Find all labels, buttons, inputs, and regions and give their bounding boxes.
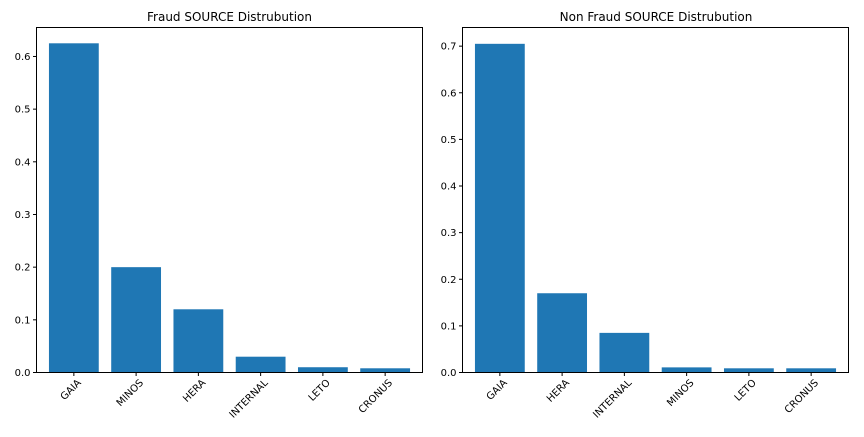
fraud-source-chart: Fraud SOURCE Distrubution 0.00.10.20.30.… xyxy=(15,10,423,421)
x-tick-label: GAIA xyxy=(485,378,510,403)
bar-leto xyxy=(297,367,348,373)
x-tick-label: MINOS xyxy=(115,378,146,409)
y-tick-label: 0.1 xyxy=(441,321,457,332)
y-tick-label: 0.4 xyxy=(441,182,457,193)
bars xyxy=(48,43,411,373)
plot-frame xyxy=(36,27,423,373)
non-fraud-source-chart: Non Fraud SOURCE Distrubution 0.00.10.20… xyxy=(441,10,849,421)
bar-leto xyxy=(723,368,774,373)
x-tick-label: HERA xyxy=(545,378,572,405)
y-tick-label: 0.0 xyxy=(441,368,457,379)
bar-cronus xyxy=(360,368,411,373)
chart-title: Non Fraud SOURCE Distrubution xyxy=(560,10,753,24)
y-tick-label: 0.7 xyxy=(441,42,457,53)
y-tick-label: 0.2 xyxy=(441,275,457,286)
x-tick-label: HERA xyxy=(181,378,208,405)
y-tick-label: 0.6 xyxy=(15,52,31,63)
y-tick-label: 0.1 xyxy=(15,315,31,326)
x-tick-label: MINOS xyxy=(665,378,696,409)
bars xyxy=(474,43,837,373)
y-tick-label: 0.3 xyxy=(441,228,457,239)
x-tick-label: CRONUS xyxy=(783,378,821,416)
x-tick-label: INTERNAL xyxy=(228,377,271,420)
y-tick-label: 0.4 xyxy=(15,157,31,168)
y-tick-label: 0.0 xyxy=(15,368,31,379)
y-tick-label: 0.6 xyxy=(441,88,457,99)
bar-hera xyxy=(173,309,224,373)
y-tick-label: 0.5 xyxy=(15,105,31,116)
x-tick-label: LETO xyxy=(733,378,759,404)
bar-internal xyxy=(235,356,286,373)
bar-minos xyxy=(661,367,712,373)
bar-hera xyxy=(537,293,588,373)
x-tick-label: INTERNAL xyxy=(591,377,634,420)
x-axis: GAIA MINOS HERA INTERNAL LETO CRONUS xyxy=(59,372,395,421)
plot-frame xyxy=(462,27,849,373)
y-tick-label: 0.3 xyxy=(15,210,31,221)
x-tick-label: CRONUS xyxy=(357,378,395,416)
x-tick-label: LETO xyxy=(307,378,333,404)
bar-internal xyxy=(599,332,650,373)
bar-cronus xyxy=(786,368,837,373)
x-tick-label: GAIA xyxy=(59,378,84,403)
y-axis: 0.0 0.1 0.2 0.3 0.4 0.5 0.6 xyxy=(15,52,37,379)
bar-gaia xyxy=(48,43,99,373)
chart-title: Fraud SOURCE Distrubution xyxy=(147,10,312,24)
y-tick-label: 0.2 xyxy=(15,263,31,274)
y-tick-label: 0.5 xyxy=(441,135,457,146)
bar-gaia xyxy=(474,43,525,373)
y-axis: 0.0 0.1 0.2 0.3 0.4 0.5 0.6 0.7 xyxy=(441,42,463,379)
x-axis: GAIA HERA INTERNAL MINOS LETO CRONUS xyxy=(485,372,821,421)
bar-minos xyxy=(111,267,162,373)
